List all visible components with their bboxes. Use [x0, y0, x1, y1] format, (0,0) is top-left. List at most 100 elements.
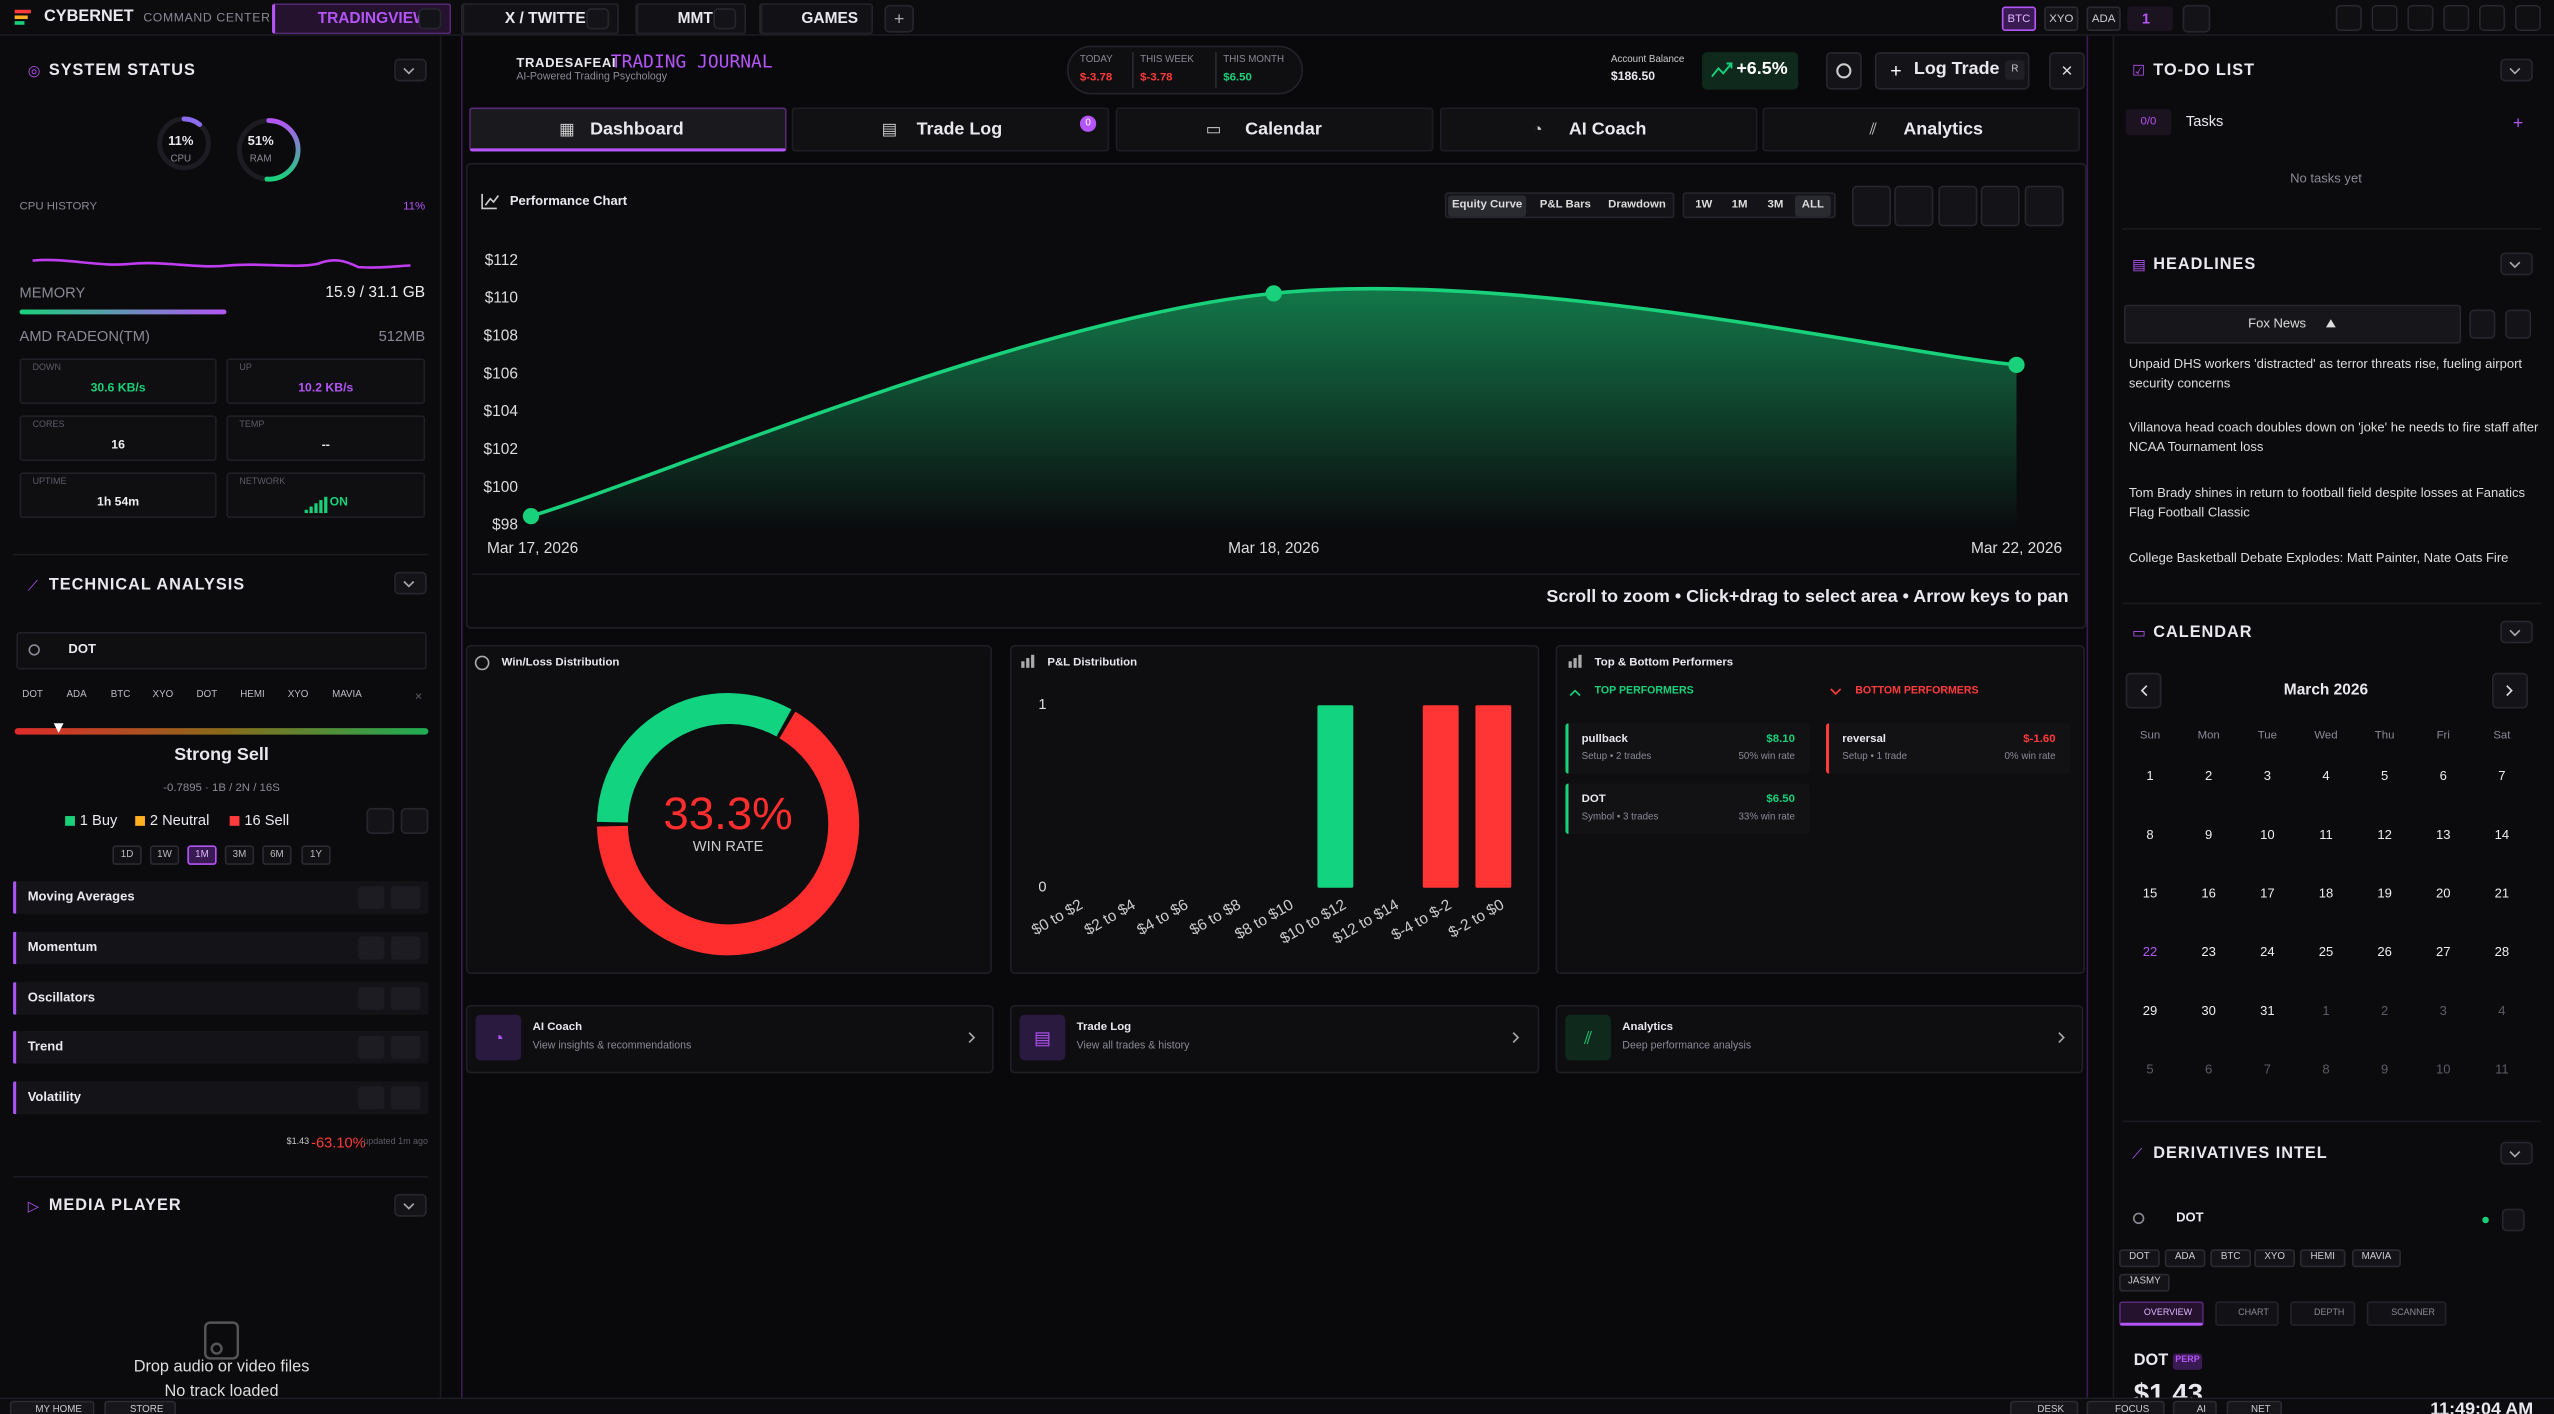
- calendar-day[interactable]: 1: [2146, 768, 2154, 784]
- deriv-chip[interactable]: [2119, 1248, 2160, 1267]
- calendar-day[interactable]: 10: [2260, 827, 2275, 843]
- nav-tab[interactable]: [1762, 107, 2081, 152]
- dropdown-button[interactable]: [2500, 1141, 2533, 1165]
- app-tab[interactable]: [759, 3, 874, 35]
- nav-tab[interactable]: [469, 107, 787, 152]
- calendar-day-next[interactable]: 2: [2380, 1003, 2389, 1019]
- calendar-day-next[interactable]: 3: [2439, 1003, 2447, 1019]
- calendar-day[interactable]: 7: [2498, 768, 2506, 784]
- workspace-chip[interactable]: [2127, 6, 2173, 31]
- calendar-day[interactable]: 8: [2146, 827, 2154, 843]
- deriv-chip[interactable]: [2210, 1248, 2252, 1267]
- refresh-button[interactable]: [366, 807, 395, 834]
- calendar-day[interactable]: 28: [2494, 944, 2510, 960]
- calendar-day[interactable]: 4: [2322, 768, 2330, 784]
- source-select[interactable]: [2123, 304, 2462, 344]
- chart-control-button[interactable]: [1980, 185, 2020, 227]
- calendar-day[interactable]: 23: [2201, 944, 2216, 960]
- chart-control-button[interactable]: [2024, 185, 2064, 227]
- deriv-chip[interactable]: [2119, 1272, 2170, 1291]
- log-trade-button[interactable]: [1874, 52, 2030, 90]
- deriv-chip[interactable]: [2352, 1248, 2401, 1267]
- window-control[interactable]: [2407, 4, 2434, 31]
- range-option[interactable]: 3M: [1767, 199, 1784, 211]
- timeframe-button[interactable]: [262, 845, 292, 865]
- calendar-day[interactable]: 27: [2435, 944, 2451, 960]
- symbol-chip[interactable]: XYO: [287, 690, 309, 701]
- close-button[interactable]: [2049, 52, 2085, 90]
- dropdown-button[interactable]: [2500, 252, 2533, 276]
- timeframe-button[interactable]: [112, 845, 142, 865]
- chart-control-button[interactable]: [1894, 185, 1934, 227]
- range-option[interactable]: 1W: [1695, 199, 1713, 211]
- mode-option[interactable]: P&L Bars: [1539, 199, 1591, 211]
- timeframe-button[interactable]: [301, 845, 331, 865]
- calendar-day-next[interactable]: 9: [2380, 1061, 2389, 1077]
- window-control[interactable]: [2514, 4, 2541, 31]
- symbol-chip[interactable]: ADA: [66, 690, 87, 701]
- deriv-tab[interactable]: [2290, 1301, 2356, 1326]
- deriv-tab[interactable]: [2215, 1301, 2279, 1326]
- calendar-day[interactable]: 20: [2435, 886, 2451, 901]
- calendar-day[interactable]: 19: [2377, 886, 2392, 901]
- range-option[interactable]: ALL: [1801, 199, 1824, 211]
- quick-link[interactable]: [1009, 1004, 1540, 1074]
- calendar-day[interactable]: 21: [2494, 886, 2510, 901]
- chart-control-button[interactable]: [1938, 185, 1978, 227]
- dock-button[interactable]: [2226, 1400, 2282, 1414]
- headline[interactable]: Tom Brady shines in return to football f…: [2128, 485, 2526, 520]
- calendar-day-next[interactable]: 7: [2263, 1061, 2271, 1077]
- calendar-day[interactable]: 30: [2201, 1003, 2216, 1019]
- calendar-day[interactable]: 18: [2318, 886, 2334, 901]
- dropdown-button[interactable]: [394, 571, 427, 595]
- calendar-day[interactable]: 25: [2318, 944, 2334, 960]
- calendar-day[interactable]: 17: [2260, 886, 2275, 901]
- calendar-day[interactable]: 12: [2377, 827, 2392, 843]
- prev-month-button[interactable]: [2125, 672, 2162, 709]
- calendar-day[interactable]: 2: [2205, 768, 2213, 784]
- headline[interactable]: Villanova head coach doubles down on 'jo…: [2128, 420, 2539, 455]
- window-control[interactable]: [2335, 4, 2362, 31]
- calendar-day[interactable]: 5: [2380, 768, 2389, 784]
- quick-link[interactable]: [465, 1004, 994, 1074]
- deriv-menu-button[interactable]: [2501, 1208, 2525, 1232]
- range-option[interactable]: 1M: [1731, 199, 1748, 211]
- calendar-day[interactable]: 31: [2260, 1003, 2275, 1019]
- calendar-day-next[interactable]: 5: [2146, 1061, 2154, 1077]
- calendar-day-next[interactable]: 6: [2205, 1061, 2213, 1077]
- calendar-day[interactable]: 26: [2377, 944, 2392, 960]
- add-workspace-button[interactable]: [2182, 4, 2211, 33]
- dock-button[interactable]: [2172, 1400, 2217, 1414]
- dock-button[interactable]: [104, 1400, 176, 1414]
- deriv-chip[interactable]: [2299, 1248, 2346, 1267]
- calendar-day[interactable]: 3: [2263, 768, 2271, 784]
- tab-menu-button[interactable]: [713, 8, 737, 30]
- symbol-chip[interactable]: DOT: [196, 690, 218, 701]
- dock-button[interactable]: [9, 1400, 95, 1414]
- mode-option[interactable]: Drawdown: [1608, 199, 1666, 211]
- dropdown-button[interactable]: [2500, 58, 2533, 82]
- ticker-chip[interactable]: [2086, 6, 2121, 31]
- search-box[interactable]: [16, 631, 427, 670]
- chart-control-button[interactable]: [1851, 185, 1892, 227]
- quick-link[interactable]: [1555, 1004, 2084, 1074]
- calendar-day[interactable]: 24: [2260, 944, 2275, 960]
- deriv-tab[interactable]: [2119, 1301, 2204, 1326]
- calendar-day[interactable]: 22: [2142, 944, 2158, 960]
- reload-button[interactable]: [400, 807, 429, 834]
- add-tab-button[interactable]: [884, 4, 914, 33]
- dropdown-button[interactable]: [394, 58, 427, 82]
- deriv-tab[interactable]: [2366, 1301, 2447, 1326]
- refresh-button[interactable]: [2505, 309, 2532, 339]
- calendar-day[interactable]: 6: [2439, 768, 2447, 784]
- calendar-day[interactable]: 13: [2435, 827, 2451, 843]
- symbol-chip[interactable]: DOT: [22, 690, 43, 701]
- calendar-day-next[interactable]: 8: [2322, 1061, 2330, 1077]
- calendar-day[interactable]: 9: [2205, 827, 2213, 843]
- calendar-day-next[interactable]: 11: [2495, 1061, 2509, 1077]
- timeframe-button[interactable]: [149, 845, 180, 865]
- calendar-day-next[interactable]: 4: [2498, 1003, 2506, 1019]
- dock-button[interactable]: [2009, 1400, 2079, 1414]
- next-month-button[interactable]: [2492, 672, 2528, 709]
- nav-tab[interactable]: [1115, 107, 1434, 152]
